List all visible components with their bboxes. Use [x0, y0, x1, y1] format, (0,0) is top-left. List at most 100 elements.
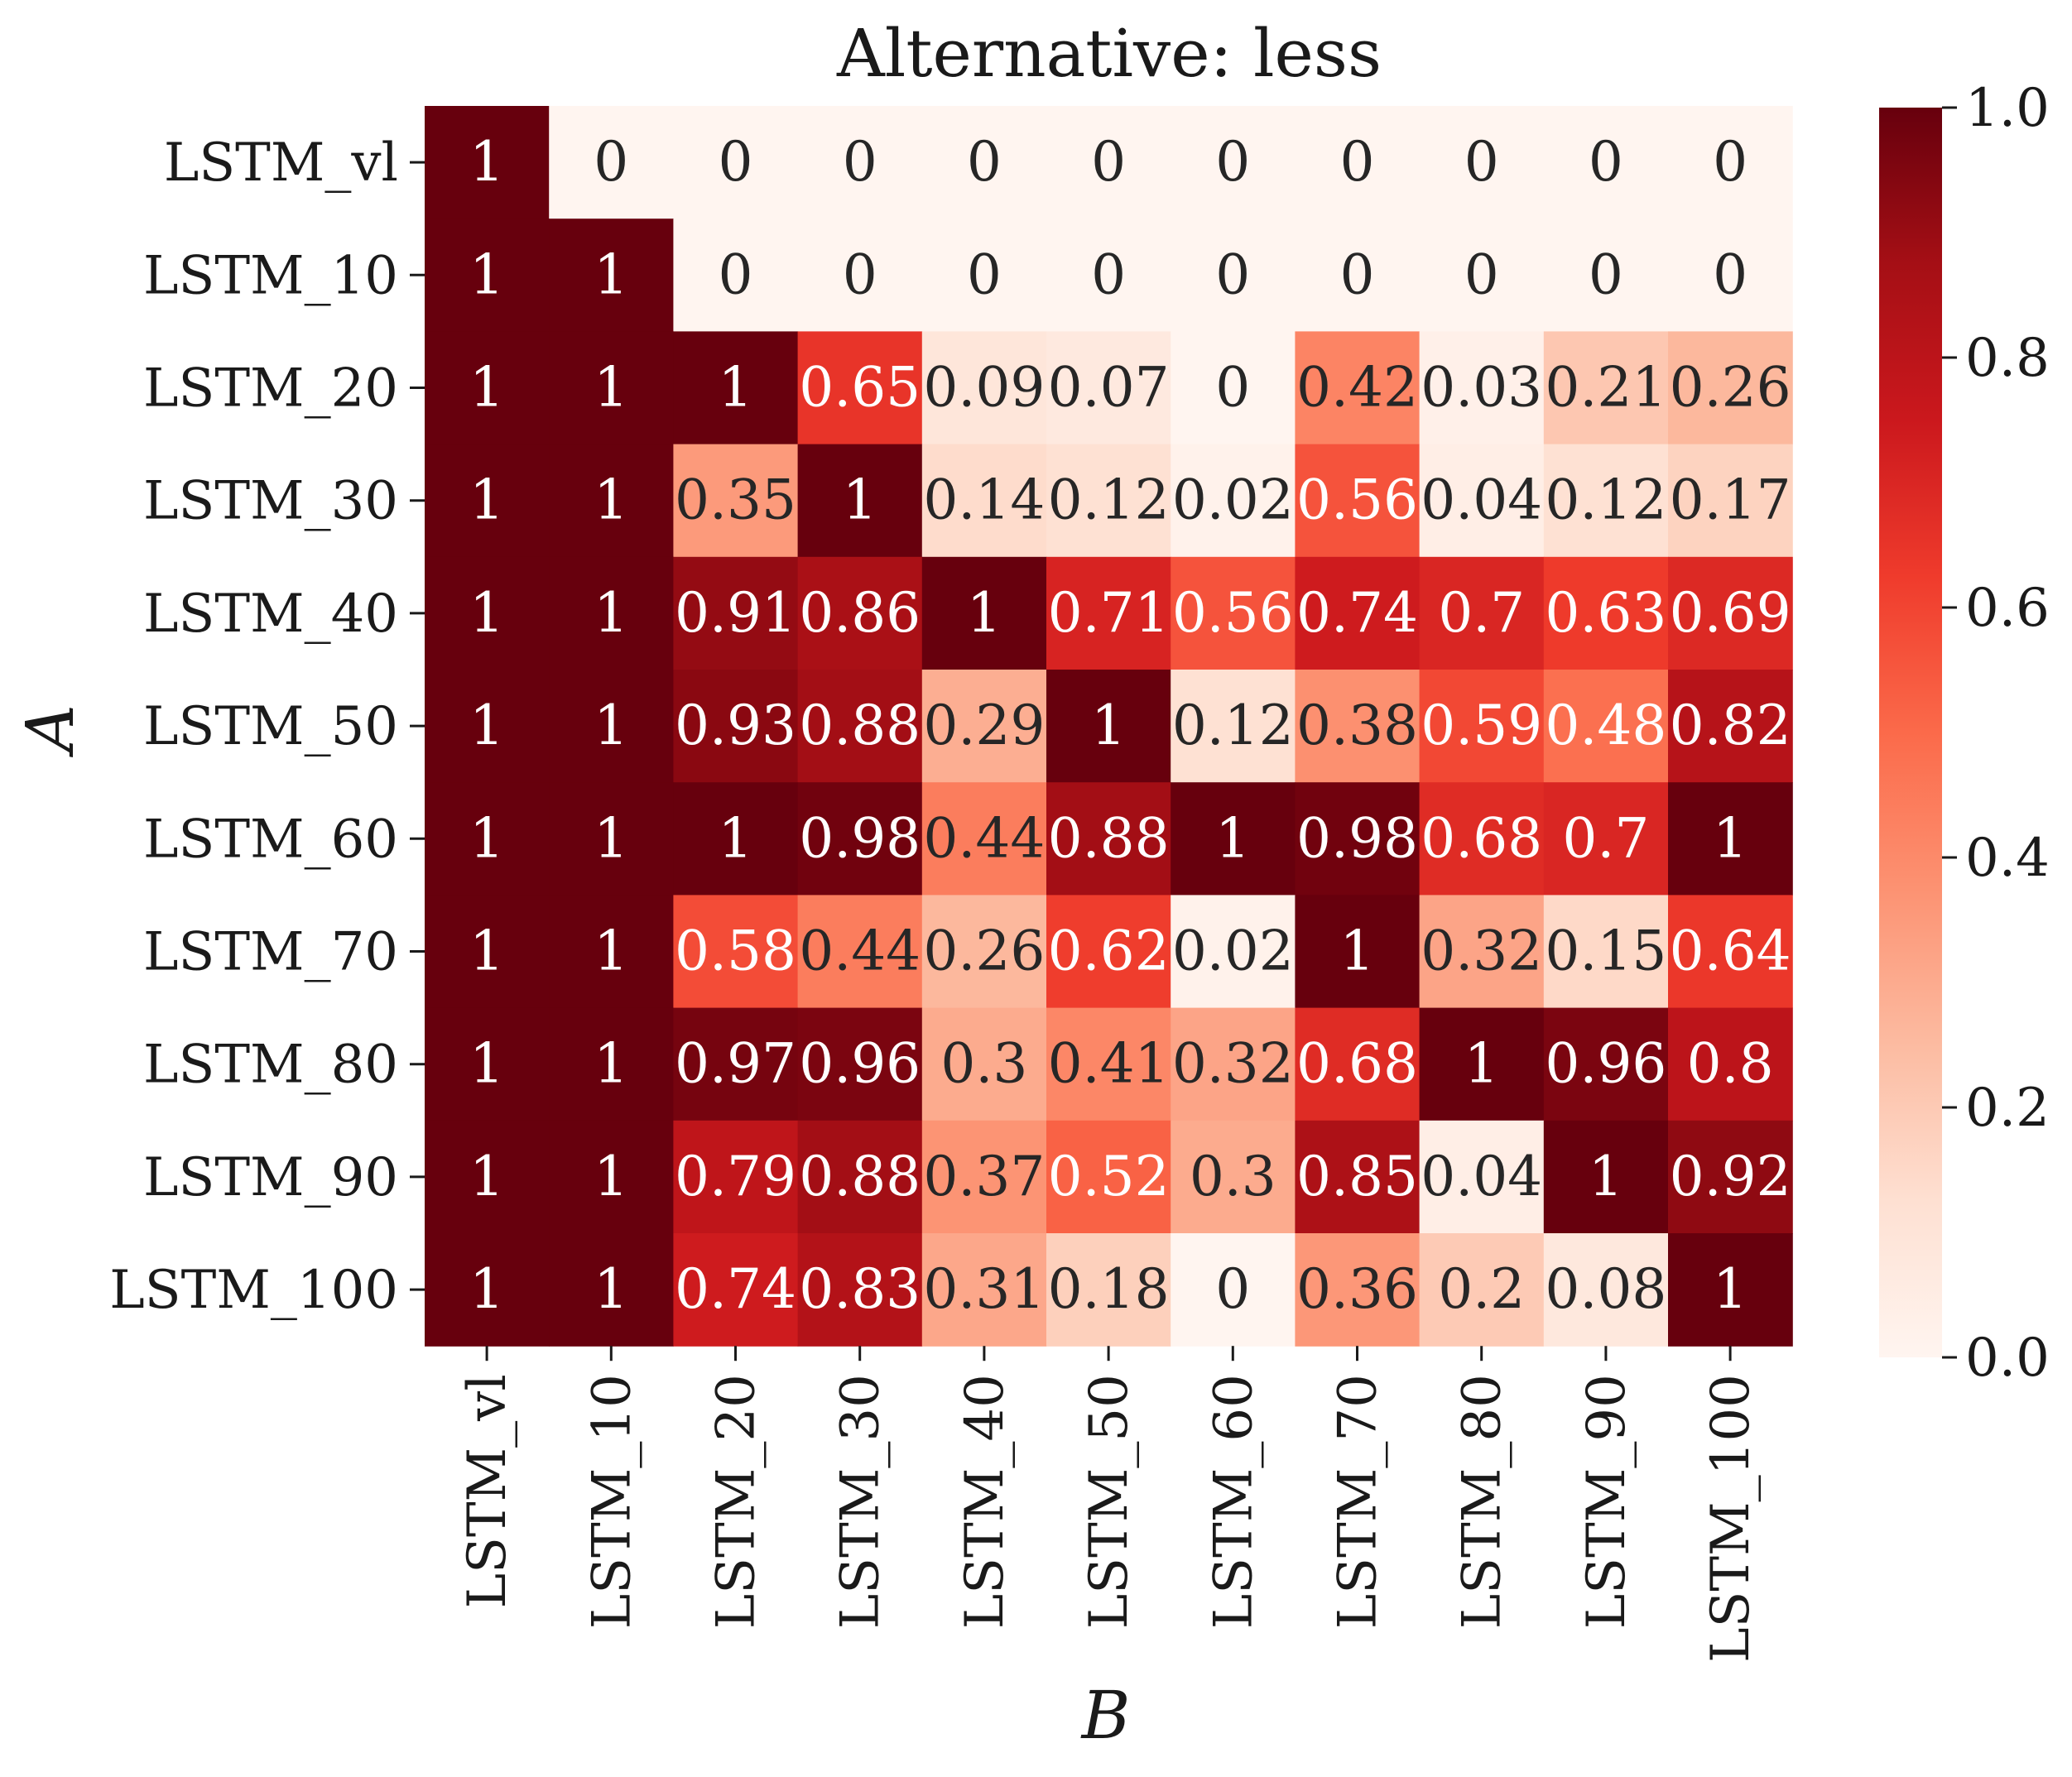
cell-value-label: 0.03 — [1421, 356, 1542, 420]
cell-value-label: 0.44 — [923, 806, 1045, 870]
heatmap-cell — [797, 782, 923, 896]
heatmap-cell — [549, 895, 674, 1009]
heatmap-cell — [673, 782, 799, 896]
cell-value-label: 0 — [1340, 130, 1375, 194]
heatmap-cell — [1419, 219, 1545, 332]
cell-value-label: 0.31 — [923, 1257, 1045, 1321]
heatmap-cell — [1543, 556, 1669, 670]
heatmap-cell — [1668, 444, 1793, 558]
heatmap-cell — [1171, 1233, 1296, 1347]
heatmap-cell — [549, 556, 674, 670]
cell-value-label: 1 — [719, 806, 753, 870]
heatmap-cell — [1046, 1120, 1171, 1234]
colorbar-tick-label: 1.0 — [1965, 78, 2050, 139]
colorbar-axis: 0.0 0.2 0.4 0.6 0.8 1.0 — [1942, 78, 2050, 1389]
heatmap-cell — [1419, 444, 1545, 558]
cell-value-label: 1 — [469, 468, 504, 532]
heatmap-cell — [797, 331, 923, 445]
cell-value-label: 0.48 — [1545, 694, 1666, 757]
heatmap-cell — [425, 556, 550, 670]
heatmap-cell — [921, 219, 1047, 332]
cell-value-label: 1 — [594, 694, 628, 757]
heatmap-cell — [1295, 219, 1421, 332]
heatmap-cell — [1171, 1007, 1296, 1121]
heatmap-cell — [1419, 1233, 1545, 1347]
cell-value-label: 0.64 — [1670, 920, 1791, 983]
cell-value-label: 1 — [719, 356, 753, 420]
cell-value-label: 0.38 — [1296, 694, 1418, 757]
x-axis: LSTM_vl LSTM_10 LSTM_20 LSTM_30 LSTM_40 LSTM_… — [457, 1346, 1762, 1663]
cell-value-label: 1 — [1464, 1032, 1499, 1096]
cell-value-label: 0.7 — [1562, 806, 1649, 870]
heatmap-cell — [921, 1120, 1047, 1234]
heatmap-cell — [549, 782, 674, 896]
cell-value-label: 0 — [1091, 130, 1126, 194]
cell-value-label: 0.85 — [1296, 1145, 1418, 1208]
cell-value-label: 0.42 — [1296, 356, 1418, 420]
heatmap-cell — [1668, 670, 1793, 783]
heatmap-cell — [1046, 1233, 1171, 1347]
heatmap-cell — [1668, 1007, 1793, 1121]
heatmap-cell — [1295, 331, 1421, 445]
cell-value-label: 1 — [469, 806, 504, 870]
heatmap-cell — [1295, 670, 1421, 783]
chart-title: Alternative: less — [836, 15, 1382, 92]
cell-value-label: 0.3 — [940, 1032, 1027, 1096]
cell-value-label: 0.88 — [1048, 806, 1170, 870]
cell-value-label: 0.96 — [799, 1032, 921, 1096]
cell-value-label: 0.68 — [1296, 1032, 1418, 1096]
heatmap-cell — [425, 1233, 550, 1347]
cell-value-label: 0 — [1713, 243, 1747, 306]
heatmap-cell — [1046, 106, 1171, 219]
cell-value-label: 1 — [1589, 1145, 1623, 1208]
cell-value-label: 0 — [1340, 243, 1375, 306]
heatmap-cell — [1543, 444, 1669, 558]
y-tick-label: LSTM_30 — [143, 471, 398, 532]
heatmap-cell — [1419, 331, 1545, 445]
heatmap-cell — [797, 1120, 923, 1234]
cell-value-label: 1 — [1713, 1257, 1747, 1321]
cell-value-label: 0.36 — [1296, 1257, 1418, 1321]
y-tick-label: LSTM_80 — [143, 1035, 398, 1096]
heatmap-cell — [673, 1233, 799, 1347]
heatmap-cell — [1295, 106, 1421, 219]
heatmap-cell — [1543, 106, 1669, 219]
heatmap-cell — [1668, 556, 1793, 670]
heatmap-cell — [797, 556, 923, 670]
cell-annotations: 1 0 0 0 0 0 0 0 0 0 0 1 1 0 0 0 0 0 0 0 0 0 1 1 1 0.65 0.09 0.07 0 0.… — [469, 130, 1791, 1321]
cell-value-label: 0.32 — [1421, 920, 1542, 983]
heatmap-cell — [921, 1007, 1047, 1121]
heatmap-cell — [921, 444, 1047, 558]
cell-value-label: 0.79 — [675, 1145, 796, 1208]
cell-value-label: 0.41 — [1048, 1032, 1170, 1096]
heatmap-cell — [1046, 331, 1171, 445]
heatmap-cell — [1543, 219, 1669, 332]
y-tick-label: LSTM_10 — [143, 245, 398, 306]
cell-value-label: 0.15 — [1545, 920, 1666, 983]
cell-value-label: 1 — [594, 1032, 628, 1096]
heatmap-cell — [1171, 782, 1296, 896]
cell-value-label: 1 — [594, 1145, 628, 1208]
cell-value-label: 1 — [1215, 806, 1250, 870]
heatmap-cell — [1046, 670, 1171, 783]
heatmap-cell — [797, 219, 923, 332]
cell-value-label: 0 — [1215, 130, 1250, 194]
y-tick-label: LSTM_70 — [143, 922, 398, 983]
cell-value-label: 0.12 — [1545, 468, 1666, 532]
heatmap-cell — [1668, 1120, 1793, 1234]
heatmap-cell — [425, 1007, 550, 1121]
cell-value-label: 0.93 — [675, 694, 796, 757]
x-tick-label: LSTM_70 — [1328, 1374, 1389, 1629]
cell-value-label: 0.96 — [1545, 1032, 1666, 1096]
heatmap-cell — [1295, 1007, 1421, 1121]
cell-value-label: 1 — [469, 1032, 504, 1096]
cell-value-label: 1 — [1091, 694, 1126, 757]
x-tick-label: LSTM_100 — [1700, 1374, 1762, 1663]
cell-value-label: 1 — [469, 581, 504, 645]
y-tick-label: LSTM_vl — [164, 132, 398, 194]
heatmap-cell — [1171, 1120, 1296, 1234]
heatmap-cell — [425, 782, 550, 896]
cell-value-label: 1 — [843, 468, 877, 532]
heatmap-cell — [1295, 895, 1421, 1009]
heatmap-cell — [549, 1007, 674, 1121]
